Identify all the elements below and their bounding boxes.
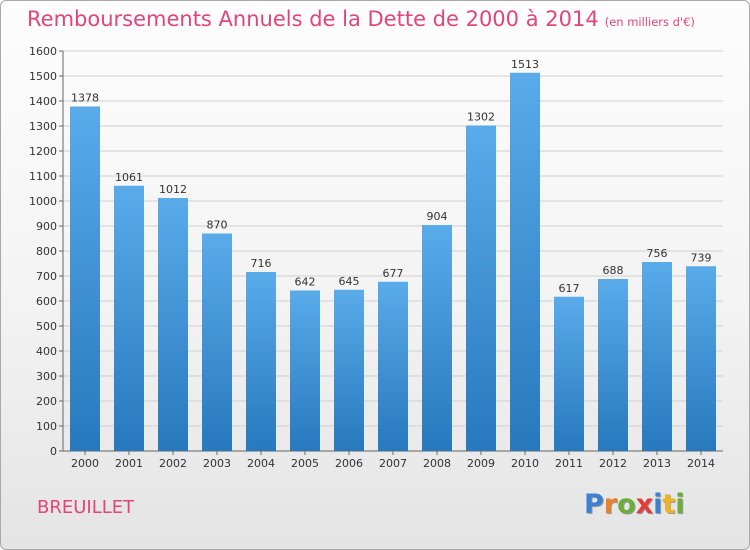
bar-2010: [510, 72, 540, 451]
bar-2008: [422, 225, 452, 451]
x-tick-label-2005: 2005: [291, 457, 319, 470]
bar-2000: [70, 106, 100, 451]
bar-2004: [246, 272, 276, 451]
bar-2007: [378, 281, 408, 451]
logo-letter: i: [675, 489, 685, 520]
y-tick-label: 800: [36, 245, 57, 258]
y-tick-label: 600: [36, 295, 57, 308]
data-label-2006: 645: [339, 275, 360, 288]
y-tick-label: 900: [36, 220, 57, 233]
chart-title: Remboursements Annuels de la Dette de 20…: [27, 7, 695, 31]
y-tick-label: 100: [36, 420, 57, 433]
y-tick-label: 1000: [29, 195, 57, 208]
bar-2006: [334, 289, 364, 451]
x-tick-label-2007: 2007: [379, 457, 407, 470]
data-label-2000: 1378: [71, 92, 99, 105]
y-tick-label: 1200: [29, 145, 57, 158]
y-tick-label: 300: [36, 370, 57, 383]
x-tick-label-2010: 2010: [511, 457, 539, 470]
y-tick-label: 1400: [29, 95, 57, 108]
bar-2001: [114, 185, 144, 451]
x-tick-label-2001: 2001: [115, 457, 143, 470]
x-tick-label-2004: 2004: [247, 457, 275, 470]
labels: 0 100 200 300 400 500 600 700 800 900 1000 1100 1200…: [29, 45, 715, 470]
x-tick-label-2009: 2009: [467, 457, 495, 470]
y-tick-label: 700: [36, 270, 57, 283]
y-tick-label: 500: [36, 320, 57, 333]
logo-letter: x: [635, 489, 654, 520]
y-tick-label: 1500: [29, 70, 57, 83]
bar-2003: [202, 233, 232, 451]
y-tick-label: 1600: [29, 45, 57, 58]
x-tick-label-2008: 2008: [423, 457, 451, 470]
logo-letter: t: [662, 489, 676, 520]
bar-2009: [466, 125, 496, 451]
logo-letter: o: [617, 489, 636, 520]
x-tick-label-2003: 2003: [203, 457, 231, 470]
logo-letter: P: [584, 489, 604, 520]
data-label-2005: 642: [295, 276, 316, 289]
y-tick-label: 1100: [29, 170, 57, 183]
logo-letter: r: [603, 489, 618, 520]
data-label-2012: 688: [603, 264, 624, 277]
bar-2002: [158, 198, 188, 451]
logo-letter: i: [653, 489, 663, 520]
bar-2011: [554, 296, 584, 451]
city-name: BREUILLET: [37, 497, 135, 518]
chart-title-text: Remboursements Annuels de la Dette de 20…: [27, 7, 599, 31]
data-label-2003: 870: [207, 219, 228, 232]
y-tick-label: 200: [36, 395, 57, 408]
data-label-2010: 1513: [511, 58, 539, 71]
x-tick-label-2012: 2012: [599, 457, 627, 470]
proxiti-logo: Proxiti: [584, 489, 685, 520]
y-tick-label: 0: [50, 445, 57, 458]
bar-2013: [642, 262, 672, 451]
data-label-2001: 1061: [115, 171, 143, 184]
bar-2005: [290, 290, 320, 451]
data-label-2004: 716: [251, 257, 272, 270]
x-tick-label-2002: 2002: [159, 457, 187, 470]
x-tick-label-2014: 2014: [687, 457, 715, 470]
x-tick-label-2011: 2011: [555, 457, 583, 470]
x-tick-label-2006: 2006: [335, 457, 363, 470]
bars: [70, 72, 716, 451]
y-tick-label: 400: [36, 345, 57, 358]
data-label-2011: 617: [559, 282, 580, 295]
bar-2014: [686, 266, 716, 451]
bar-2012: [598, 279, 628, 451]
data-label-2002: 1012: [159, 183, 187, 196]
x-tick-label-2013: 2013: [643, 457, 671, 470]
y-tick-label: 1300: [29, 120, 57, 133]
x-tick-label-2000: 2000: [71, 457, 99, 470]
data-label-2007: 677: [383, 267, 404, 280]
data-label-2009: 1302: [467, 111, 495, 124]
data-label-2013: 756: [647, 247, 668, 260]
chart-subtitle: (en milliers d'€): [604, 15, 695, 29]
data-label-2014: 739: [691, 251, 712, 264]
data-label-2008: 904: [427, 210, 448, 223]
